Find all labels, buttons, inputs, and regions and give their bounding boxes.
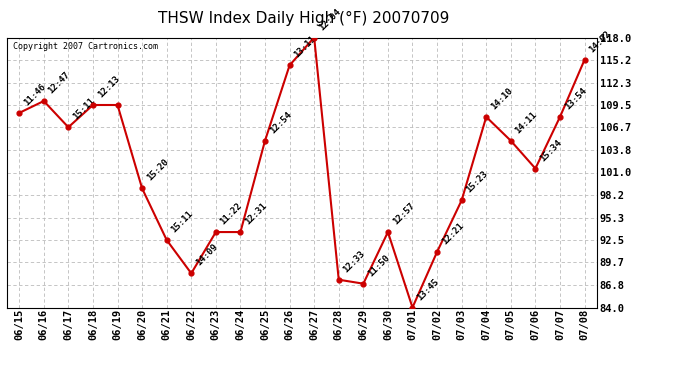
Point — [555, 114, 566, 120]
Text: 12:33: 12:33 — [342, 249, 367, 274]
Point — [235, 229, 246, 235]
Point — [259, 138, 270, 144]
Point — [308, 34, 319, 40]
Text: 15:23: 15:23 — [464, 170, 490, 195]
Point — [161, 237, 172, 243]
Text: 15:20: 15:20 — [145, 158, 170, 183]
Text: 12:54: 12:54 — [268, 110, 293, 135]
Point — [407, 304, 418, 310]
Text: 14:10: 14:10 — [489, 86, 514, 111]
Text: 11:46: 11:46 — [22, 82, 48, 107]
Text: 12:47: 12:47 — [46, 70, 72, 96]
Text: 13:45: 13:45 — [415, 277, 441, 302]
Point — [14, 110, 25, 116]
Text: 14:09: 14:09 — [194, 242, 219, 268]
Text: 11:22: 11:22 — [219, 201, 244, 226]
Text: 13:11: 13:11 — [293, 34, 317, 60]
Text: 11:50: 11:50 — [366, 253, 391, 278]
Text: 15:11: 15:11 — [170, 209, 195, 234]
Text: 12:31: 12:31 — [243, 201, 268, 226]
Text: THSW Index Daily High (°F) 20070709: THSW Index Daily High (°F) 20070709 — [158, 11, 449, 26]
Text: 15:34: 15:34 — [538, 138, 564, 163]
Text: 15:11: 15:11 — [71, 96, 97, 122]
Text: 12:13: 12:13 — [96, 74, 121, 99]
Point — [382, 229, 393, 235]
Point — [88, 102, 99, 108]
Text: 12:57: 12:57 — [391, 201, 416, 226]
Point — [456, 197, 467, 203]
Point — [358, 280, 369, 286]
Point — [63, 124, 74, 130]
Point — [38, 98, 49, 104]
Point — [579, 57, 590, 63]
Text: 12:04: 12:04 — [317, 7, 342, 32]
Text: Copyright 2007 Cartronics.com: Copyright 2007 Cartronics.com — [13, 42, 158, 51]
Point — [530, 165, 541, 171]
Point — [137, 185, 148, 191]
Point — [284, 62, 295, 68]
Point — [186, 270, 197, 276]
Point — [505, 138, 516, 144]
Text: 12:21: 12:21 — [440, 221, 465, 246]
Point — [481, 114, 492, 120]
Point — [112, 102, 123, 108]
Point — [210, 229, 221, 235]
Text: 13:54: 13:54 — [563, 86, 588, 111]
Point — [431, 249, 442, 255]
Text: 14:11: 14:11 — [513, 110, 539, 135]
Text: 14:02: 14:02 — [587, 29, 613, 54]
Point — [333, 277, 344, 283]
